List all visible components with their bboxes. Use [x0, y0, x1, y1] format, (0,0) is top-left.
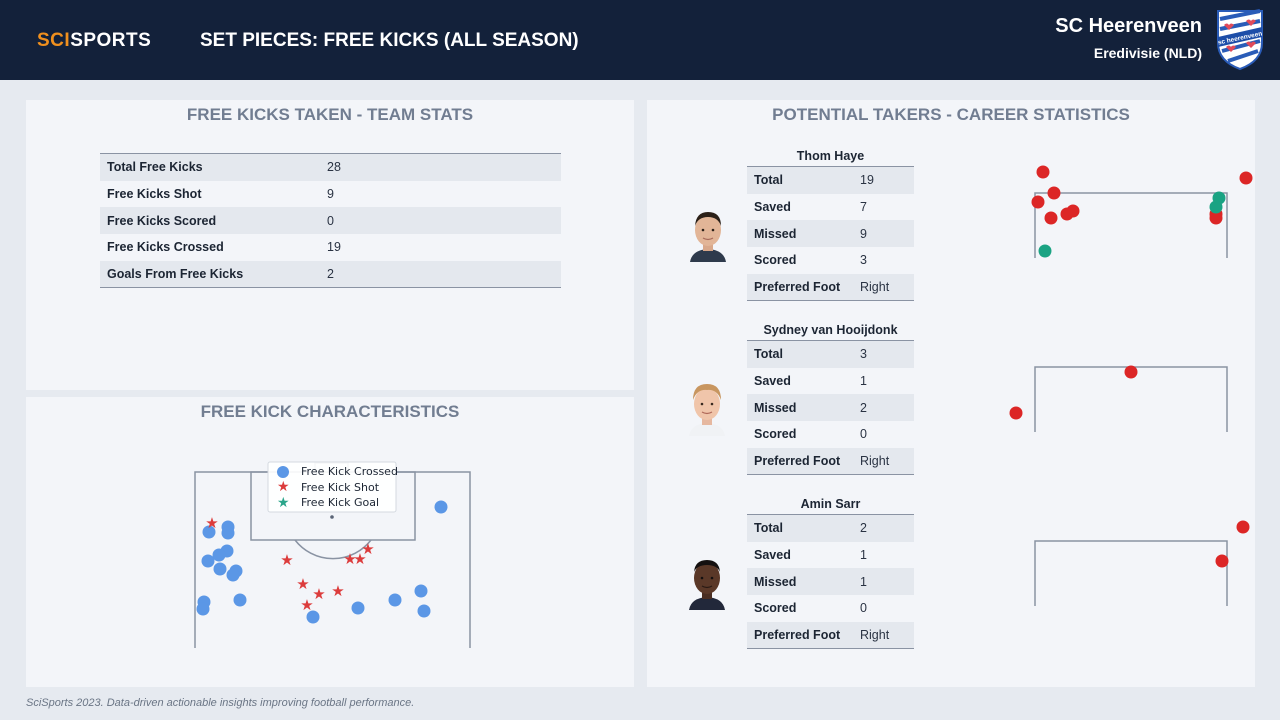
player-stats-table: Total 3 Saved 1 Missed 2 Scored 0 Preferred … [747, 340, 914, 476]
shot-dot [1209, 211, 1223, 225]
shot-marker: ★ [205, 515, 218, 532]
scisports-logo: SCISPORTS [37, 30, 152, 51]
crossed-marker [226, 568, 240, 582]
shot-dot [1031, 195, 1045, 209]
shot-map-goal [1034, 520, 1250, 606]
team-stats-table: Total Free Kicks 28 Free Kicks Shot 9 Free… [100, 153, 561, 289]
crossed-marker [351, 601, 365, 615]
player-stats-table: Total 2 Saved 1 Missed 1 Scored 0 Preferred … [747, 514, 914, 650]
takers-panel: POTENTIAL TAKERS - CAREER STATISTICS Tho… [647, 100, 1255, 687]
free-kick-pitch: ★ ★ ★ ★ ★ ★ ★ ★ ★ ★ ★ Free Kick Crossed … [194, 461, 471, 648]
shot-dot [1236, 520, 1250, 534]
penalty-spot [330, 515, 334, 519]
player-card-sydney-van-hooijdonk: Sydney van Hooijdonk Total 3 Saved 1 Misse… [647, 274, 1255, 476]
shot-dot [1044, 211, 1058, 225]
table-row: Total 19 [747, 167, 914, 194]
goal-dot [1209, 200, 1223, 214]
player-card-thom-haye: Thom Haye Total 19 Saved 7 Missed 9 Scored 3… [647, 100, 1255, 302]
player-photo [690, 212, 726, 262]
table-row: Free Kicks Shot 9 [107, 187, 334, 202]
shot-marker: ★ [353, 551, 366, 568]
player-card-amin-sarr: Amin Sarr Total 2 Saved 1 Missed 1 Scored 0 … [647, 448, 1255, 650]
shot-marker: ★ [312, 586, 325, 603]
table-row: Preferred Foot Right [747, 447, 914, 475]
table-row: Preferred Foot Right [747, 621, 914, 649]
shot-map-goal [1031, 165, 1253, 258]
crossed-markers [196, 500, 448, 624]
shot-dot [1124, 365, 1138, 379]
team-stats-title: FREE KICKS TAKEN - TEAM STATS [186, 105, 474, 124]
crossed-marker [202, 525, 216, 539]
legend-shot-label: Free Kick Shot [301, 481, 380, 494]
crossed-marker [221, 526, 235, 540]
crossed-marker [212, 548, 226, 562]
shot-dot [1047, 186, 1061, 200]
crossed-marker [417, 604, 431, 618]
crossed-marker [201, 554, 215, 568]
goal-dot [1038, 244, 1052, 258]
table-row: Total 3 [747, 341, 914, 368]
table-row: Missed 9 [747, 220, 914, 248]
crossed-marker [233, 593, 247, 607]
league-name: Eredivisie (NLD) [1093, 45, 1202, 61]
team-stats-panel: FREE KICKS TAKEN - TEAM STATS Total Free… [26, 100, 634, 390]
table-row: Free Kicks Crossed 19 [107, 240, 341, 255]
table-row: Free Kicks Scored 0 [100, 207, 561, 235]
table-row: Total 2 [747, 515, 914, 542]
table-row: Preferred Foot Right [747, 273, 914, 301]
crossed-marker [434, 500, 448, 514]
table-row: Goals From Free Kicks 2 [100, 260, 561, 288]
player-stats-table: Total 19 Saved 7 Missed 9 Scored 3 Preferred… [747, 166, 914, 302]
table-row: Scored 0 [754, 601, 867, 616]
shot-map-goal [1009, 365, 1228, 432]
crossed-marker [306, 610, 320, 624]
table-row: Scored 0 [754, 427, 867, 442]
characteristics-title: FREE KICK CHARACTERISTICS [200, 402, 460, 421]
shot-markers: ★ ★ ★ ★ ★ ★ ★ ★ ★ [205, 515, 374, 614]
crossed-marker [213, 562, 227, 576]
page-title: SET PIECES: FREE KICKS (ALL SEASON) [200, 30, 579, 51]
shot-marker: ★ [296, 576, 309, 593]
legend-crossed-label: Free Kick Crossed [301, 465, 398, 478]
legend-goal-icon: ★ [277, 494, 290, 510]
chart-legend: ★ ★ Free Kick Crossed Free Kick Shot Fre… [267, 461, 398, 513]
table-row: Saved 7 [754, 200, 867, 215]
crossed-marker [414, 584, 428, 598]
team-crest-icon: sc heerenveen [1217, 9, 1263, 71]
crossed-marker [388, 593, 402, 607]
crossed-marker [196, 602, 210, 616]
shot-marker: ★ [343, 551, 356, 568]
table-row: Saved 1 [754, 374, 867, 389]
player-photo [689, 384, 725, 436]
legend-goal-label: Free Kick Goal [301, 496, 379, 509]
table-row: Saved 1 [754, 548, 867, 563]
player-name: Thom Haye [796, 149, 865, 163]
shot-dot [1215, 554, 1229, 568]
shot-marker: ★ [361, 541, 374, 558]
legend-shot-icon: ★ [277, 478, 290, 494]
shot-dot [1239, 171, 1253, 185]
header-bar: SCISPORTS SET PIECES: FREE KICKS (ALL SE… [0, 0, 1280, 80]
shot-dot [1066, 204, 1080, 218]
shot-marker: ★ [300, 597, 313, 614]
table-row: Missed 2 [747, 394, 914, 422]
shot-dot [1009, 406, 1023, 420]
player-photo [689, 560, 725, 610]
shot-marker: ★ [280, 552, 293, 569]
legend-crossed-icon [277, 466, 289, 478]
characteristics-panel: FREE KICK CHARACTERISTICS [26, 397, 634, 687]
shot-marker: ★ [331, 583, 344, 600]
takers-title: POTENTIAL TAKERS - CAREER STATISTICS [772, 105, 1130, 124]
footer-text: SciSports 2023. Data-driven actionable i… [26, 697, 415, 709]
table-row: Total Free Kicks 28 [100, 154, 561, 181]
table-row: Missed 1 [747, 568, 914, 596]
player-name: Sydney van Hooijdonk [763, 323, 898, 337]
team-name: SC Heerenveen [1055, 15, 1202, 37]
table-row: Scored 3 [754, 253, 867, 268]
shot-dot [1036, 165, 1050, 179]
player-name: Amin Sarr [800, 497, 861, 511]
